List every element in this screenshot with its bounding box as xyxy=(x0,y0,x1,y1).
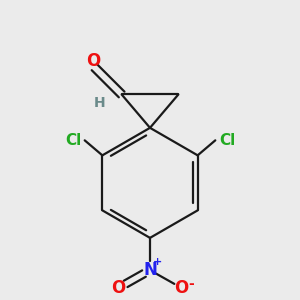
Text: N: N xyxy=(143,261,157,279)
Text: H: H xyxy=(94,96,106,110)
Text: +: + xyxy=(153,257,162,267)
Text: O: O xyxy=(86,52,100,70)
Text: Cl: Cl xyxy=(65,133,81,148)
Text: -: - xyxy=(188,277,194,291)
Text: Cl: Cl xyxy=(220,133,236,148)
Text: O: O xyxy=(111,279,125,297)
Text: O: O xyxy=(175,279,189,297)
